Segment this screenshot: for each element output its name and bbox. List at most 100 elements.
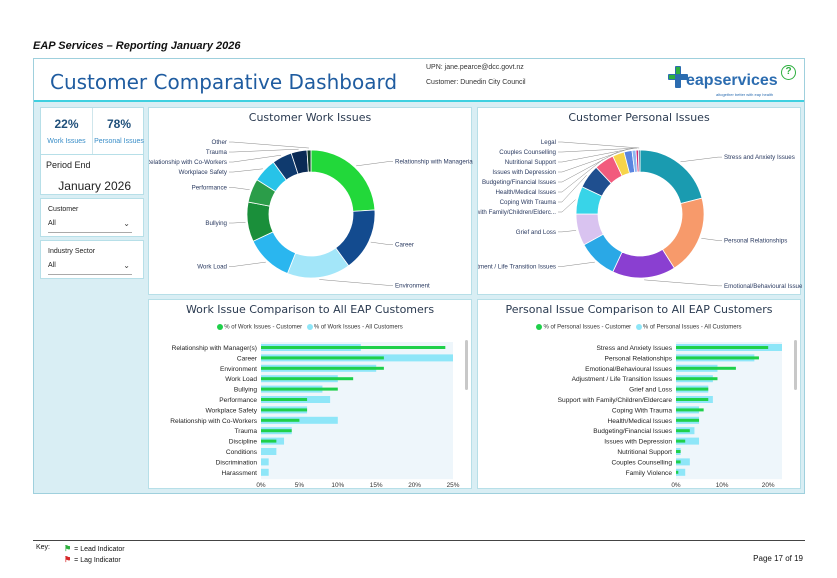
lead-flag-icon: ⚑ bbox=[64, 544, 72, 553]
legend-all: % of Personal Issues - All Customers bbox=[642, 324, 742, 331]
bar-customer[interactable] bbox=[261, 366, 384, 370]
category-label: Career bbox=[237, 355, 258, 362]
bar-customer[interactable] bbox=[676, 356, 759, 360]
leader-line bbox=[558, 175, 587, 203]
eapservices-logo: eapservices altogether better with eap h… bbox=[668, 62, 788, 100]
bar-customer[interactable] bbox=[676, 387, 709, 391]
bar-customer[interactable] bbox=[676, 470, 679, 474]
category-label: Workplace Safety bbox=[205, 407, 257, 414]
slice-label: Relationship with Co-Workers bbox=[149, 159, 227, 166]
bar-all-customers[interactable] bbox=[676, 437, 700, 445]
category-label: Health/Medical Issues bbox=[607, 418, 672, 425]
bar-customer[interactable] bbox=[676, 408, 704, 412]
bar-customer[interactable] bbox=[261, 377, 354, 381]
bar-customer[interactable] bbox=[261, 429, 292, 433]
slice-label: Issues with Depression bbox=[492, 169, 556, 176]
category-label: Discipline bbox=[229, 439, 258, 446]
donut-slice[interactable] bbox=[612, 248, 675, 279]
bar-all-customers[interactable] bbox=[676, 468, 686, 476]
industry-sector-filter[interactable]: Industry Sector All ⌄ bbox=[40, 240, 144, 279]
work-issue-comparison-panel: Work Issue Comparison to All EAP Custome… bbox=[148, 299, 472, 489]
bar-customer[interactable] bbox=[676, 346, 769, 349]
category-label: Environment bbox=[220, 366, 257, 373]
category-label: Performance bbox=[219, 397, 257, 404]
bar-all-customers[interactable] bbox=[261, 458, 269, 466]
bar-customer[interactable] bbox=[676, 418, 700, 422]
work-issues-donut: Relationship with Managerial Career Enviro… bbox=[149, 139, 473, 289]
filter-label: Industry Sector bbox=[48, 248, 96, 255]
leader-line bbox=[558, 159, 604, 193]
legend-dot bbox=[635, 324, 642, 330]
donut-slice[interactable] bbox=[637, 149, 641, 173]
slice-label: Performance bbox=[192, 184, 228, 191]
slice-label: Environment bbox=[395, 282, 430, 289]
chart-legend: % of Work Issues - Customer % of Work Is… bbox=[149, 324, 471, 331]
bar-customer[interactable] bbox=[676, 366, 736, 370]
scrollbar[interactable] bbox=[465, 340, 468, 390]
category-label: Budgeting/Financial Issues bbox=[593, 428, 673, 435]
slice-label: Coping With Trauma bbox=[500, 199, 557, 206]
category-label: Conditions bbox=[226, 449, 258, 456]
personal-issue-comparison-panel: Personal Issue Comparison to All EAP Cus… bbox=[477, 299, 801, 489]
bar-customer[interactable] bbox=[676, 377, 718, 381]
leader-line bbox=[229, 222, 246, 224]
donut-slice[interactable] bbox=[286, 247, 350, 279]
category-label: Discrimination bbox=[216, 459, 258, 466]
customer-work-issues-panel: Customer Work Issues Relationship with M… bbox=[148, 107, 473, 295]
slice-label: Stress and Anxiety Issues bbox=[724, 154, 795, 161]
legend-dot bbox=[306, 324, 313, 330]
donut-slice[interactable] bbox=[306, 149, 312, 173]
bar-customer[interactable] bbox=[261, 418, 300, 422]
bar-customer[interactable] bbox=[261, 408, 308, 412]
customer-select[interactable]: All ⌄ bbox=[48, 219, 132, 233]
customer-filter[interactable]: Customer All ⌄ bbox=[40, 198, 144, 237]
category-label: Family Violence bbox=[626, 470, 673, 477]
bar-customer[interactable] bbox=[676, 429, 690, 433]
slice-label: Personal Relationships bbox=[724, 238, 787, 245]
bar-all-customers[interactable] bbox=[261, 468, 269, 476]
donut-slice[interactable] bbox=[310, 149, 376, 212]
donut-slice[interactable] bbox=[661, 197, 705, 269]
panel-title: Personal Issue Comparison to All EAP Cus… bbox=[505, 303, 773, 316]
bar-all-customers[interactable] bbox=[261, 448, 277, 455]
bar-customer[interactable] bbox=[676, 398, 709, 401]
bar-customer[interactable] bbox=[261, 439, 277, 443]
slice-label: Budgeting/Financial Issues bbox=[482, 179, 556, 186]
leader-line bbox=[370, 241, 393, 245]
help-icon[interactable]: ? bbox=[781, 65, 796, 80]
category-label: Grief and Loss bbox=[629, 387, 673, 394]
bar-customer[interactable] bbox=[676, 439, 686, 443]
x-tick-label: 20% bbox=[408, 482, 421, 489]
leader-line bbox=[229, 141, 309, 149]
period-value: January 2026 bbox=[58, 179, 131, 193]
bar-all-customers[interactable] bbox=[676, 458, 690, 466]
leader-line bbox=[558, 148, 634, 163]
category-label: Trauma bbox=[235, 428, 258, 435]
scrollbar[interactable] bbox=[794, 340, 797, 390]
page-number: Page 17 of 19 bbox=[753, 554, 803, 563]
x-tick-label: 10% bbox=[716, 482, 729, 489]
leader-line bbox=[229, 154, 282, 163]
logo-cross-icon bbox=[668, 66, 688, 88]
chevron-down-icon[interactable]: ⌄ bbox=[123, 219, 130, 228]
bar-customer[interactable] bbox=[261, 398, 308, 401]
slice-label: Support with Family/Children/Elderc... bbox=[478, 209, 556, 216]
bar-customer[interactable] bbox=[261, 387, 338, 391]
bar-customer[interactable] bbox=[261, 346, 446, 349]
slice-label: Trauma bbox=[206, 149, 228, 156]
bar-customer[interactable] bbox=[676, 450, 681, 453]
legend-dot bbox=[536, 324, 543, 330]
category-label: Work Load bbox=[225, 376, 257, 383]
donut-slice[interactable] bbox=[639, 149, 703, 205]
chevron-down-icon[interactable]: ⌄ bbox=[123, 261, 130, 270]
kpi-work-issues: 22% Work Issues bbox=[41, 108, 93, 156]
category-label: Harassment bbox=[221, 470, 257, 477]
industry-sector-select[interactable]: All ⌄ bbox=[48, 261, 132, 275]
slice-label: Workplace Safety bbox=[179, 169, 228, 176]
bar-customer[interactable] bbox=[261, 356, 384, 360]
leader-line bbox=[229, 261, 266, 267]
x-tick-label: 0% bbox=[671, 482, 681, 489]
slice-label: Career bbox=[395, 242, 414, 249]
bar-customer[interactable] bbox=[676, 460, 681, 464]
lag-flag-icon: ⚑ bbox=[64, 555, 72, 564]
